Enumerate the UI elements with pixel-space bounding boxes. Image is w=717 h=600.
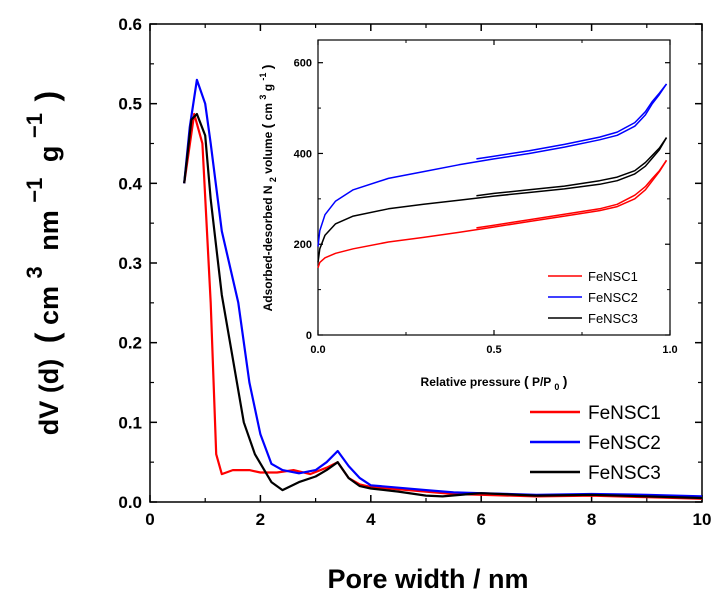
inset-x-tick-label: 1.0 [662,344,677,356]
main-y-title-exp3: −1 [22,113,47,138]
inset-series [317,83,668,269]
main-y-title-close: ) [29,91,65,102]
inset-y-tick-label: 200 [294,239,312,251]
inset-y-axis-title: Adsorbed-desorbed N 2 volume ( cm 3 g -1… [255,65,279,312]
inset-desorption-line-fensc1 [476,159,668,229]
inset-x-title-text: Relative pressure [421,375,524,389]
main-y-title-exp1: 3 [22,266,47,278]
main-y-title-open: ( [29,332,65,343]
main-series-line-fensc3 [183,112,703,500]
main-y-title-unit2: nm [34,210,64,251]
inset-x-title-sub: 0 [554,382,559,392]
main-y-title-unit1: cm [34,286,64,325]
inset-x-title-open: ( [524,373,529,389]
main-legend-label: FeNSC1 [588,403,661,424]
main-y-tick-label: 0.3 [118,254,142,273]
main-y-tick-label: 0.4 [118,174,142,193]
main-legend: FeNSC1 FeNSC2 FeNSC3 [530,403,661,484]
inset-adsorption-line-fensc2 [317,83,668,247]
inset-y-title-sup3: 3 [258,95,268,100]
inset-y-title-g: g [261,84,275,91]
svg-text:Adsorbed-desorbed N 2: Adsorbed-desorbed N 2 volume ( cm 3 g -1… [255,65,279,312]
main-y-axis-title: dV (d) ( cm 3 nm −1 g −1 ) [18,91,65,435]
inset-legend-label: FeNSC3 [588,311,638,326]
inset-y-title-cm: cm [261,103,275,120]
main-y-tick-label: 0.6 [118,15,142,34]
main-legend-label: FeNSC2 [588,433,661,454]
inset-y-title-close: ) [259,65,275,70]
main-y-title-base: dV (d) [34,359,64,435]
main-x-axis-title: Pore width / nm [327,564,528,594]
inset-y-title-open: ( [259,123,275,128]
inset-x-tick-label: 0.0 [310,344,325,356]
inset-legend-label: FeNSC1 [588,269,638,284]
main-series-line-fensc1 [183,112,703,500]
inset-y-title-b: volume [261,128,275,173]
inset-legend-label: FeNSC2 [588,290,638,305]
inset-desorption-line-fensc2 [476,83,668,160]
svg-text:dV (d) ( cm: dV (d) ( cm 3 nm −1 g −1 ) [18,91,65,435]
inset-y-title-supm1: -1 [258,73,268,81]
inset-y-tick-label: 400 [294,148,312,160]
main-ticks: 0 2 4 6 8 10 0.0 0.1 0.2 0.3 0.4 0.5 0.6 [118,15,711,529]
inset-ticks: 0.0 0.5 1.0 0 200 400 600 [294,40,678,356]
inset-y-tick-label: 0 [306,330,312,342]
main-legend-label: FeNSC3 [588,463,661,484]
main-x-tick-label: 0 [145,510,154,529]
inset-x-axis-title: Relative pressure ( P/P 0 ) [421,373,568,393]
main-y-tick-label: 0.1 [118,413,142,432]
inset-adsorption-line-fensc3 [317,137,668,263]
main-x-tick-label: 8 [587,510,596,529]
inset-y-title-a: Adsorbed-desorbed N [261,185,275,311]
main-x-tick-label: 6 [476,510,485,529]
main-y-title-unit3: g [34,146,64,163]
main-x-tick-label: 10 [693,510,712,529]
main-y-tick-label: 0.5 [118,95,142,114]
inset-legend: FeNSC1 FeNSC2 FeNSC3 [548,269,638,326]
main-series [183,78,703,500]
main-x-tick-label: 4 [366,510,376,529]
inset-adsorption-line-fensc1 [317,159,668,269]
inset-x-tick-label: 0.5 [486,344,501,356]
inset-y-title-sub: 2 [268,177,278,182]
main-y-title-exp2: −1 [22,178,47,203]
main-x-tick-label: 2 [256,510,265,529]
inset-desorption-line-fensc3 [476,137,668,197]
main-y-tick-label: 0.0 [118,493,142,512]
inset-y-tick-label: 600 [294,58,312,70]
inset-x-title-p: P/P [532,375,551,389]
main-y-tick-label: 0.2 [118,334,142,353]
inset-x-title-close: ) [563,373,568,389]
